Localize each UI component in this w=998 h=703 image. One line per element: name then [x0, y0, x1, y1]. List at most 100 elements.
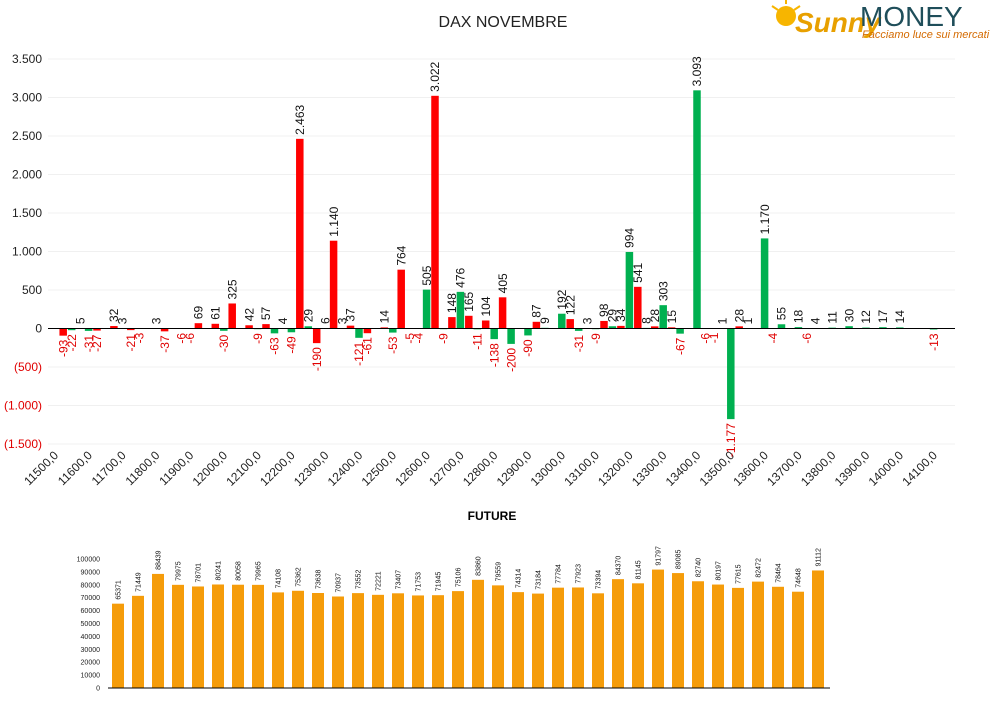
bar [431, 95, 439, 329]
bar [492, 585, 504, 688]
data-label: 3.093 [690, 56, 704, 86]
data-label: -1.177 [724, 423, 738, 457]
bar [498, 297, 507, 329]
data-label: 15 [665, 310, 679, 324]
y-tick-label: 60000 [81, 608, 101, 615]
data-label: -90 [521, 339, 535, 357]
data-label: -22 [65, 334, 79, 352]
bar [152, 573, 164, 688]
data-label: 32 [107, 308, 121, 322]
bar [228, 303, 236, 329]
data-label: -190 [310, 347, 324, 371]
logo-brand: Sunny [795, 7, 882, 38]
y-tick-label: (1.500) [4, 437, 42, 451]
bar [652, 569, 664, 688]
data-label: 5 [73, 317, 87, 324]
y-tick-label: (1.000) [4, 399, 42, 413]
data-label: -31 [82, 335, 96, 353]
data-label: -31 [572, 335, 586, 353]
data-label: 73394 [595, 570, 602, 590]
x-tick-label: 12200,0 [257, 448, 298, 489]
bar [397, 269, 405, 329]
data-label: 61 [209, 306, 223, 320]
y-tick-label: 1.500 [12, 206, 42, 220]
x-tick-label: 13800,0 [798, 448, 839, 489]
x-tick-label: 13400,0 [663, 448, 704, 489]
bar [777, 324, 786, 329]
bar [355, 328, 363, 338]
data-label: 11 [825, 311, 839, 324]
bar [412, 595, 424, 688]
logo-brand: MONEY [860, 1, 963, 32]
bar [112, 603, 124, 688]
bar [448, 317, 456, 329]
bar [296, 138, 304, 329]
bar [192, 586, 204, 688]
y-tick-label: 3.500 [12, 52, 42, 66]
x-tick-label: 14100,0 [899, 448, 940, 489]
data-label: 192 [555, 289, 569, 309]
bar [672, 573, 684, 688]
data-label: -63 [268, 337, 282, 355]
y-tick-label: 50000 [81, 621, 101, 628]
x-tick-label: 13700,0 [764, 448, 805, 489]
bar [792, 591, 804, 688]
bar [760, 238, 769, 329]
data-label: 165 [462, 291, 476, 311]
data-label: 3 [580, 317, 594, 324]
data-label: 8 [640, 317, 654, 324]
bar [929, 328, 938, 330]
data-label: -30 [217, 334, 231, 352]
x-tick-label: 13900,0 [832, 448, 873, 489]
data-label: 1 [741, 317, 755, 324]
bar [389, 328, 397, 333]
bar [59, 328, 67, 336]
x-tick-label: 12300,0 [291, 448, 332, 489]
bar [879, 327, 887, 329]
data-label: -4 [766, 332, 780, 343]
data-label: 2.463 [293, 104, 307, 134]
bar [812, 570, 824, 688]
bar [532, 321, 541, 329]
x-tick-label: 12700,0 [426, 448, 467, 489]
data-label: -49 [285, 336, 299, 354]
data-label: 81145 [635, 560, 642, 579]
bar [481, 320, 490, 329]
data-label: 73184 [535, 570, 542, 590]
data-label: 75362 [295, 567, 302, 587]
data-label: 78464 [775, 563, 782, 583]
data-label: 3 [335, 317, 349, 324]
bar [735, 326, 743, 329]
data-label: -9 [251, 333, 265, 344]
bar [600, 320, 608, 329]
data-label: -6 [800, 333, 814, 344]
data-label: -6 [699, 333, 713, 344]
bar [625, 251, 634, 329]
bar [212, 584, 224, 688]
chart-title: DAX NOVEMBRE [439, 14, 568, 31]
y-tick-label: 100000 [77, 556, 100, 563]
data-label: 74648 [795, 568, 802, 588]
data-label: -27 [90, 334, 104, 352]
data-label: 28 [648, 309, 662, 323]
y-tick-label: 500 [22, 283, 42, 297]
x-tick-label: 12400,0 [325, 448, 366, 489]
data-label: 55 [775, 307, 789, 321]
bar [67, 328, 76, 331]
data-label: 505 [420, 265, 434, 285]
bar [110, 326, 118, 329]
y-tick-label: 40000 [81, 634, 101, 641]
bar [84, 328, 93, 331]
x-tick-label: 12000,0 [190, 448, 231, 489]
data-label: 42 [242, 308, 256, 322]
bar [232, 584, 244, 688]
data-label: 1.140 [327, 206, 341, 236]
bar [693, 90, 701, 329]
data-label: 17 [876, 310, 890, 324]
data-label: 37 [344, 308, 358, 322]
x-tick-label: 11700,0 [89, 448, 129, 488]
y-tick-label: 90000 [81, 569, 101, 576]
data-label: 541 [631, 262, 645, 282]
data-label: 4 [276, 317, 290, 324]
x-tick-label: 13000,0 [528, 448, 569, 489]
